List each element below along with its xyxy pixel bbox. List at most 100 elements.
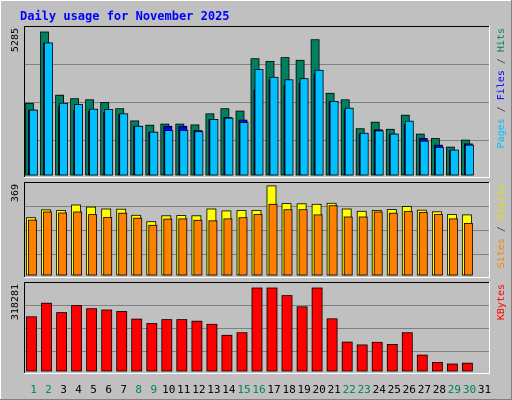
bar-kbytes-day-8 [131, 318, 143, 372]
bar-pages-day-20 [314, 69, 324, 176]
bar-kbytes-day-15 [236, 332, 248, 372]
bar-sites-day-7 [118, 212, 128, 276]
bar-sites-day-4 [73, 211, 82, 276]
legend-part-4: / [496, 52, 507, 70]
bar-pages-day-17 [269, 76, 279, 176]
bar-pages-day-28 [434, 146, 444, 176]
bar-sites-day-21 [328, 205, 338, 276]
x-tick-label: 24 [373, 383, 387, 396]
x-tick-label: 26 [403, 383, 416, 396]
bar-sites-day-29 [448, 218, 458, 276]
bar-sites-day-19 [298, 209, 308, 276]
x-tick-label: 8 [135, 383, 142, 396]
bar-kbytes-day-7 [116, 311, 128, 372]
bar-sites-day-2 [43, 211, 52, 276]
x-tick-label: 19 [297, 383, 310, 396]
bar-kbytes-day-9 [146, 323, 158, 372]
bar-kbytes-day-18 [281, 295, 293, 372]
panel-1: 5285 Pages / Files / Hits [10, 26, 507, 178]
bar-pages-day-13 [209, 119, 219, 176]
bar-kbytes-day-29 [446, 363, 458, 372]
bar-kbytes-day-4 [71, 305, 82, 372]
y-max-label: 318281 [10, 284, 21, 320]
bar-kbytes-day-17 [266, 287, 278, 372]
x-tick-label: 25 [388, 383, 401, 396]
x-tick-label: 13 [207, 383, 220, 396]
series-pages [29, 42, 474, 176]
x-tick-label: 18 [282, 383, 295, 396]
bar-pages-day-1 [29, 109, 38, 176]
bar-kbytes-day-14 [221, 334, 233, 372]
legend: Pages / Files / Hits [496, 28, 507, 148]
x-tick-label: 28 [433, 383, 446, 396]
bar-sites-day-22 [343, 216, 353, 276]
bar-pages-day-9 [149, 131, 159, 176]
x-tick-label: 10 [162, 383, 175, 396]
bar-pages-day-18 [284, 79, 294, 176]
legend-part-1: KBytes [496, 284, 507, 320]
bar-kbytes-day-30 [461, 362, 473, 372]
bar-kbytes-day-22 [341, 341, 353, 372]
legend-part-3: Visits [496, 184, 507, 220]
series-sites [28, 203, 473, 276]
x-axis-day-labels: 1 2 3 4 5 6 7 8 9 10 11 12 13 14 15 16 17 18 19 20 21 22 23 24 2… [30, 383, 491, 396]
bar-kbytes-day-19 [296, 306, 308, 372]
x-tick-label: 16 [252, 383, 265, 396]
x-tick-label: 29 [448, 383, 461, 396]
x-tick-label: 4 [75, 383, 82, 396]
bar-sites-day-3 [58, 212, 67, 276]
bar-pages-day-29 [449, 149, 459, 176]
bar-sites-day-15 [238, 217, 248, 276]
x-tick-label: 27 [418, 383, 431, 396]
bar-kbytes-day-16 [251, 287, 263, 372]
legend: KBytes [496, 284, 507, 320]
chart-title: Daily usage for November 2025 [20, 9, 230, 23]
bar-pages-day-11 [179, 129, 189, 176]
x-tick-label: 5 [90, 383, 97, 396]
bar-sites-day-26 [403, 211, 413, 276]
bar-pages-day-24 [374, 130, 384, 176]
bar-sites-day-1 [28, 219, 37, 276]
bar-pages-day-25 [389, 133, 399, 176]
bar-pages-day-6 [104, 109, 114, 176]
x-tick-label: 17 [267, 383, 280, 396]
bar-kbytes-day-6 [101, 309, 113, 372]
legend-part-3: Files [496, 70, 507, 100]
series-kbytes [26, 287, 473, 372]
y-max-label: 369 [10, 184, 21, 202]
bar-pages-day-8 [134, 125, 144, 176]
bar-sites-day-18 [283, 209, 293, 276]
bar-sites-day-10 [163, 218, 173, 276]
bar-kbytes-day-2 [41, 302, 52, 372]
bar-pages-day-14 [224, 117, 234, 176]
bar-sites-day-11 [178, 218, 188, 276]
x-tick-label: 20 [312, 383, 325, 396]
legend-part-1: Sites [496, 238, 507, 268]
x-tick-label: 11 [177, 383, 190, 396]
bar-sites-day-6 [103, 217, 113, 276]
legend-part-2: / [496, 220, 507, 238]
bar-kbytes-day-23 [356, 344, 368, 372]
bar-pages-day-30 [464, 144, 474, 176]
x-tick-label: 22 [343, 383, 356, 396]
bar-sites-day-13 [208, 220, 218, 276]
bar-sites-day-12 [193, 219, 203, 276]
bar-pages-day-7 [119, 113, 129, 176]
bar-kbytes-day-13 [206, 323, 218, 372]
bar-sites-day-23 [358, 216, 368, 276]
bar-pages-day-12 [194, 131, 204, 176]
bar-kbytes-day-1 [26, 316, 37, 372]
x-tick-label: 21 [328, 383, 341, 396]
bar-kbytes-day-12 [191, 320, 203, 372]
bar-pages-day-19 [299, 78, 309, 176]
x-tick-label: 7 [120, 383, 127, 396]
bar-kbytes-day-3 [56, 312, 67, 372]
x-tick-label: 31 [478, 383, 491, 396]
bar-kbytes-day-10 [161, 319, 173, 372]
bar-pages-day-21 [329, 101, 339, 176]
x-tick-label: 2 [45, 383, 52, 396]
legend: Sites / Visits [496, 184, 507, 268]
bar-sites-day-14 [223, 218, 233, 276]
